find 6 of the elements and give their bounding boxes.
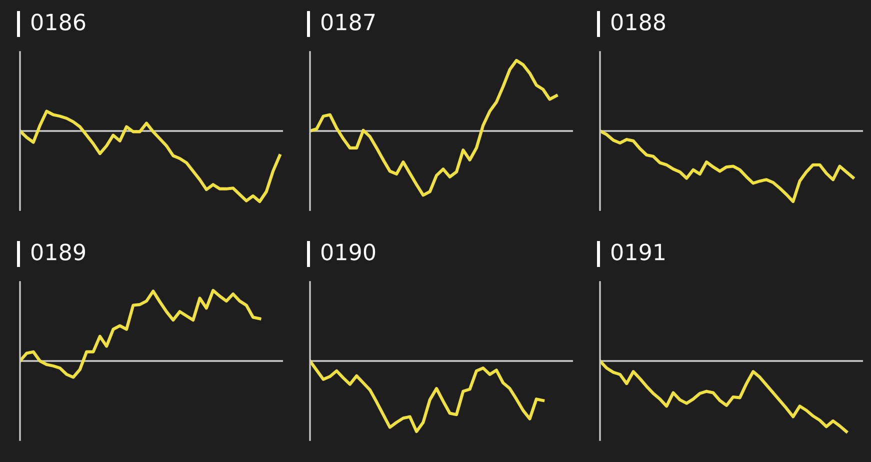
chart-title: 0187: [321, 14, 375, 30]
chart-title: 0189: [31, 244, 85, 260]
chart-title: 0186: [31, 14, 86, 30]
chart-title: 0191: [611, 244, 664, 260]
chart-title: 0188: [611, 14, 666, 30]
chart-title: 0190: [321, 244, 376, 260]
